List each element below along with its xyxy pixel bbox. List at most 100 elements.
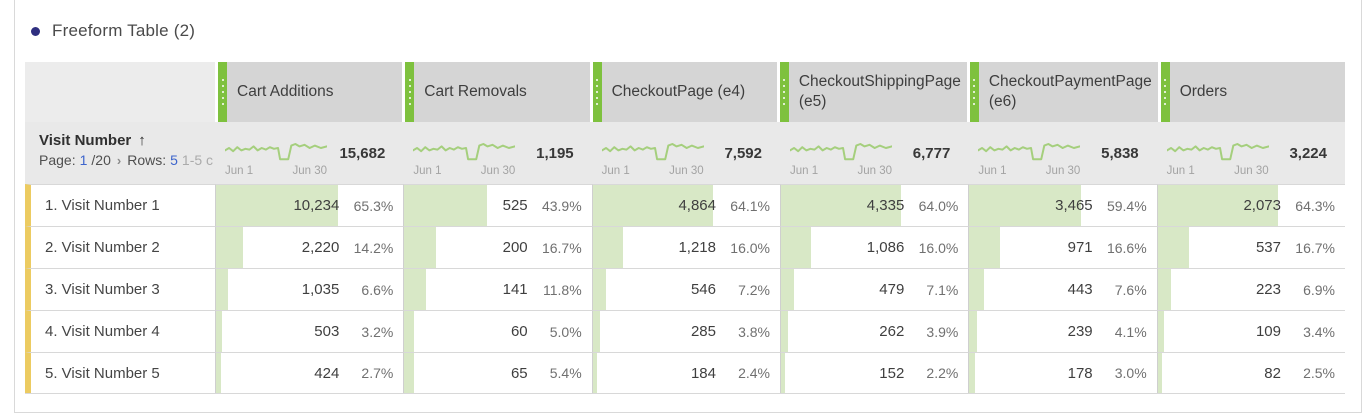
percentage-bar bbox=[1157, 311, 1165, 352]
metric-value-cell[interactable]: 152 2.2% bbox=[779, 352, 969, 393]
metric-value-cell[interactable]: 60 5.0% bbox=[403, 310, 592, 352]
metric-value-cell[interactable]: 200 16.7% bbox=[403, 226, 592, 268]
metric-column-header[interactable]: CheckoutPage (e4) bbox=[592, 62, 777, 122]
rows-count-link[interactable]: 5 bbox=[170, 152, 178, 168]
cell-percent: 3.0% bbox=[1114, 365, 1147, 381]
metric-value-cell[interactable]: 285 3.8% bbox=[591, 310, 780, 352]
percentage-bar bbox=[592, 353, 598, 393]
dimension-row-label[interactable]: 5. Visit Number 5 bbox=[25, 352, 215, 393]
metric-total-value: 5,838 bbox=[1101, 144, 1139, 162]
percentage-bar bbox=[969, 311, 977, 352]
metric-value-cell[interactable]: 479 7.1% bbox=[779, 268, 969, 310]
metric-value-cell[interactable]: 82 2.5% bbox=[1156, 352, 1345, 393]
metric-value-cell[interactable]: 3,465 59.4% bbox=[968, 184, 1157, 226]
dimension-sort-header[interactable]: Visit Number ↑ bbox=[39, 132, 215, 149]
percentage-bar bbox=[780, 185, 901, 226]
metric-value-cell[interactable]: 1,218 16.0% bbox=[591, 226, 780, 268]
cell-percent: 43.9% bbox=[541, 197, 582, 214]
dimension-row-label[interactable]: 4. Visit Number 4 bbox=[25, 310, 215, 352]
cell-percent: 64.3% bbox=[1295, 197, 1335, 214]
metric-total-cell: Jun 1 Jun 30 3,224 bbox=[1156, 122, 1345, 184]
sparkline-start-date: Jun 1 bbox=[413, 164, 442, 177]
metric-value-cell[interactable]: 537 16.7% bbox=[1156, 226, 1345, 268]
cell-value: 503 bbox=[314, 323, 340, 340]
metric-value-cell[interactable]: 1,035 6.6% bbox=[215, 268, 404, 310]
pagination-controls: Page: 1 /20 › Rows: 5 1-5 c bbox=[39, 152, 215, 168]
sparkline-end-date: Jun 30 bbox=[1234, 164, 1269, 177]
percentage-bar bbox=[969, 353, 975, 393]
metric-value-cell[interactable]: 10,234 65.3% bbox=[215, 184, 404, 226]
metric-value-cell[interactable]: 239 4.1% bbox=[968, 310, 1157, 352]
cell-value: 239 bbox=[1067, 323, 1093, 340]
metric-column-header[interactable]: Orders bbox=[1160, 62, 1345, 122]
cell-value: 178 bbox=[1067, 364, 1093, 382]
metric-column-header[interactable]: CheckoutShippingPage (e5) bbox=[779, 62, 967, 122]
metric-value-cell[interactable]: 503 3.2% bbox=[215, 310, 404, 352]
metric-column-header[interactable]: CheckoutPaymentPage (e6) bbox=[969, 62, 1158, 122]
drag-handle-icon[interactable] bbox=[969, 62, 979, 122]
drag-handle-icon[interactable] bbox=[405, 62, 415, 122]
cell-value: 2,220 bbox=[301, 239, 340, 256]
cell-percent: 6.9% bbox=[1303, 281, 1335, 298]
cell-value: 1,035 bbox=[301, 281, 340, 298]
percentage-bar bbox=[1157, 353, 1163, 393]
metric-value-cell[interactable]: 971 16.6% bbox=[968, 226, 1157, 268]
cell-value: 262 bbox=[879, 323, 905, 340]
cell-value: 4,864 bbox=[678, 197, 716, 214]
metric-value-cell[interactable]: 65 5.4% bbox=[403, 352, 592, 393]
cell-value: 1,086 bbox=[866, 239, 905, 256]
page-total: /20 bbox=[91, 152, 111, 168]
metric-value-cell[interactable]: 4,335 64.0% bbox=[779, 184, 969, 226]
rows-label: Rows: bbox=[127, 152, 167, 168]
metric-value-cell[interactable]: 443 7.6% bbox=[968, 268, 1157, 310]
metric-value-cell[interactable]: 546 7.2% bbox=[591, 268, 780, 310]
chevron-right-icon[interactable]: › bbox=[116, 152, 122, 168]
metric-value-cell[interactable]: 525 43.9% bbox=[403, 184, 592, 226]
cell-percent: 3.4% bbox=[1303, 323, 1335, 340]
cell-percent: 65.3% bbox=[353, 197, 394, 214]
cell-value: 546 bbox=[690, 281, 716, 298]
drag-handle-icon[interactable] bbox=[779, 62, 789, 122]
cell-percent: 64.0% bbox=[918, 197, 959, 214]
metric-column-label: Cart Additions bbox=[237, 82, 334, 100]
metric-value-cell[interactable]: 4,864 64.1% bbox=[591, 184, 780, 226]
cell-percent: 3.2% bbox=[361, 323, 394, 340]
sparkline-chart-icon bbox=[225, 140, 327, 164]
metric-total-cell: Jun 1 Jun 30 7,592 bbox=[591, 122, 780, 184]
dimension-row-label[interactable]: 3. Visit Number 3 bbox=[25, 268, 215, 310]
page-number-link[interactable]: 1 bbox=[79, 152, 88, 168]
drag-handle-icon[interactable] bbox=[592, 62, 602, 122]
dimension-name: Visit Number bbox=[39, 132, 132, 149]
percentage-bar bbox=[969, 269, 984, 310]
metric-value-cell[interactable]: 141 11.8% bbox=[403, 268, 592, 310]
metric-value-cell[interactable]: 223 6.9% bbox=[1156, 268, 1345, 310]
cell-value: 152 bbox=[879, 364, 905, 382]
metric-value-cell[interactable]: 184 2.4% bbox=[591, 352, 780, 393]
cell-percent: 11.8% bbox=[542, 281, 582, 298]
dimension-row-label[interactable]: 1. Visit Number 1 bbox=[25, 184, 215, 226]
metric-value-cell[interactable]: 109 3.4% bbox=[1156, 310, 1345, 352]
metric-value-cell[interactable]: 262 3.9% bbox=[779, 310, 969, 352]
table-row: 4. Visit Number 4 503 3.2% 60 5.0% 285 3… bbox=[25, 310, 1345, 352]
metric-value-cell[interactable]: 2,220 14.2% bbox=[215, 226, 404, 268]
cell-value: 2,073 bbox=[1243, 197, 1281, 214]
cell-percent: 7.6% bbox=[1114, 281, 1147, 298]
metric-column-header[interactable]: Cart Removals bbox=[405, 62, 590, 122]
metric-value-cell[interactable]: 178 3.0% bbox=[968, 352, 1157, 393]
drag-handle-icon[interactable] bbox=[218, 62, 227, 122]
metric-column-label: CheckoutPaymentPage (e6) bbox=[988, 72, 1152, 110]
metric-column-header[interactable]: Cart Additions bbox=[218, 62, 403, 122]
sparkline: Jun 1 Jun 30 bbox=[601, 130, 704, 177]
metric-value-cell[interactable]: 1,086 16.0% bbox=[779, 226, 969, 268]
sort-ascending-icon[interactable]: ↑ bbox=[138, 132, 146, 149]
percentage-bar bbox=[1157, 269, 1171, 310]
percentage-bar bbox=[592, 311, 600, 352]
rows-range-text: 1-5 c bbox=[181, 152, 214, 168]
metric-value-cell[interactable]: 2,073 64.3% bbox=[1156, 184, 1345, 226]
drag-handle-icon[interactable] bbox=[1160, 62, 1170, 122]
dimension-row-label[interactable]: 2. Visit Number 2 bbox=[25, 226, 215, 268]
metric-value-cell[interactable]: 424 2.7% bbox=[215, 352, 404, 393]
percentage-bar bbox=[780, 353, 786, 393]
table-row: 2. Visit Number 2 2,220 14.2% 200 16.7% … bbox=[25, 226, 1345, 268]
sparkline-date-range: Jun 1 Jun 30 bbox=[978, 165, 1080, 177]
